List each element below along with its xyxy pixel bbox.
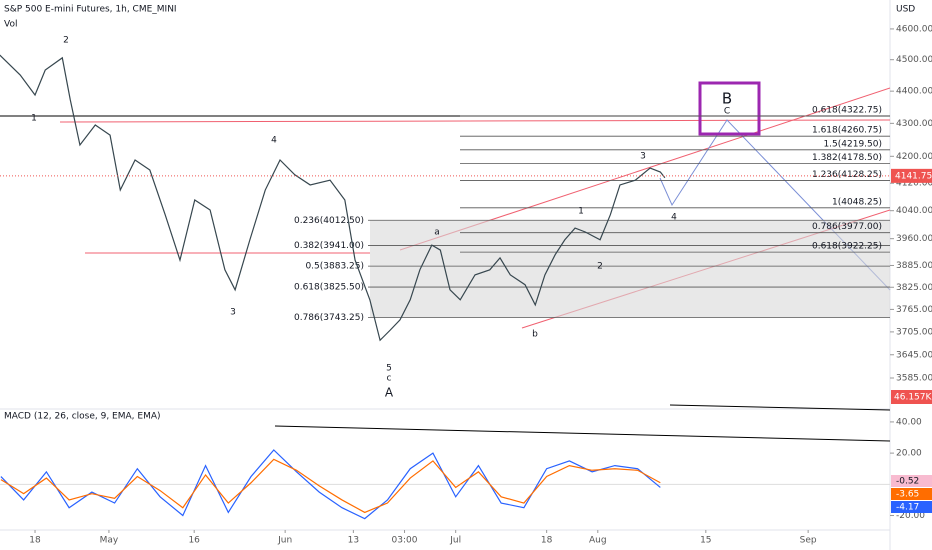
currency: USD — [896, 5, 915, 15]
x-tick-label: 03:00 — [392, 536, 418, 546]
wave-label: A — [385, 386, 394, 400]
fib-label: 0.236(4012.50) — [294, 216, 364, 226]
projection — [659, 119, 891, 291]
y-tick-label: 40.00 — [896, 417, 922, 427]
x-tick-label: 18 — [541, 536, 553, 546]
price-axis: 4600.00 4500.00 4400.00 4300.00 4200.00 4120.… — [890, 24, 932, 383]
fib-label: 1.5(4219.50) — [823, 139, 882, 149]
series-line — [0, 458, 661, 514]
volume-tag — [891, 390, 932, 404]
value-tag — [891, 501, 932, 513]
wave-label: B — [722, 90, 732, 108]
fib-label: 0.618(3825.50) — [294, 283, 364, 293]
y-tick-label: 4040.00 — [896, 206, 932, 216]
wave-label: 2 — [597, 262, 603, 272]
wave-label: 4 — [271, 136, 277, 146]
drawings — [0, 81, 891, 442]
fib-label: 0.5(3883.25) — [305, 262, 364, 272]
fib-label: 0.618(4322.75) — [812, 105, 882, 115]
wave-label: 2 — [63, 36, 69, 46]
value-tag-label: -4.17 — [896, 503, 919, 513]
fib-label: 0.786(3977.00) — [812, 222, 882, 232]
y-tick-label: 4300.00 — [896, 119, 932, 129]
target-box — [698, 81, 761, 136]
value-tag-label: -0.52 — [896, 477, 919, 487]
wave-label: 4 — [671, 213, 677, 223]
fib-label: 0.786(3743.25) — [294, 313, 364, 323]
value-tag-label: -3.65 — [896, 490, 919, 500]
x-tick-label: Jul — [449, 536, 461, 546]
fib-label: 1.236(4128.25) — [812, 170, 882, 180]
wave-label: 3 — [230, 308, 236, 318]
volume-value: 46.157K — [894, 393, 932, 403]
y-tick-label: 4120.00 — [896, 179, 932, 189]
y-tick-label: 4500.00 — [896, 55, 932, 65]
y-tick-label: 3705.00 — [896, 327, 932, 337]
fib-zone — [370, 220, 890, 318]
y-tick-label: 4400.00 — [896, 87, 932, 97]
x-tick-label: 18 — [29, 536, 41, 546]
x-tick-label: Jun — [277, 536, 292, 546]
value-tag — [891, 488, 932, 500]
series-line — [0, 54, 666, 342]
y-tick-label: 20.00 — [896, 449, 922, 459]
x-tick-label: 15 — [700, 536, 711, 546]
y-tick-label: 3825.00 — [896, 283, 932, 293]
wave-label: 3 — [640, 152, 646, 162]
wave-label: 1 — [578, 207, 584, 217]
title: S&P 500 E-mini Futures, 1h, CME_MINI — [4, 5, 177, 15]
value-tag — [891, 475, 932, 487]
wave-label: 1 — [31, 114, 37, 124]
fib-label: 1.382(4178.50) — [812, 153, 882, 163]
wave-label: C — [724, 107, 730, 117]
fib-label: 1(4048.25) — [832, 197, 882, 207]
x-tick-label: 16 — [188, 536, 200, 546]
wave-label: b — [532, 330, 538, 340]
x-tick-label: May — [100, 536, 119, 546]
y-tick-label: 3585.00 — [896, 373, 932, 383]
trendline — [274, 425, 891, 442]
fib-label: 0.618(3922.25) — [812, 242, 882, 252]
series-line — [0, 449, 661, 520]
y-tick-label: 3765.00 — [896, 305, 932, 315]
y-tick-label: 3645.00 — [896, 350, 932, 360]
y-tick-label: 4200.00 — [896, 152, 932, 162]
y-tick-label: 3885.00 — [896, 261, 932, 271]
wave-label: c — [387, 374, 392, 384]
y-tick-label: 3960.00 — [896, 234, 932, 244]
x-tick-label: Sep — [800, 536, 817, 546]
wave-label: 5 — [386, 364, 392, 374]
x-tick-label: Aug — [589, 536, 607, 546]
x-tick-label: 13 — [348, 536, 359, 546]
last-price-tag — [891, 168, 932, 183]
wave-labels: 2 1 4 3 a b 5 c A 1 2 3 4 B C — [31, 36, 732, 400]
fib-label: 0.382(3941.00) — [294, 241, 364, 251]
volume-label: Vol — [4, 20, 17, 30]
hline — [59, 119, 891, 123]
trendline — [669, 404, 891, 411]
fib-label: 1.618(4260.75) — [812, 126, 882, 136]
wave-label: a — [434, 228, 440, 238]
last-price: 4141.75 — [895, 171, 932, 181]
y-tick-label: 4600.00 — [896, 24, 932, 34]
y-tick-label: -20.00 — [896, 511, 925, 521]
macd-title: MACD (12, 26, close, 9, EMA, EMA) — [4, 412, 161, 422]
